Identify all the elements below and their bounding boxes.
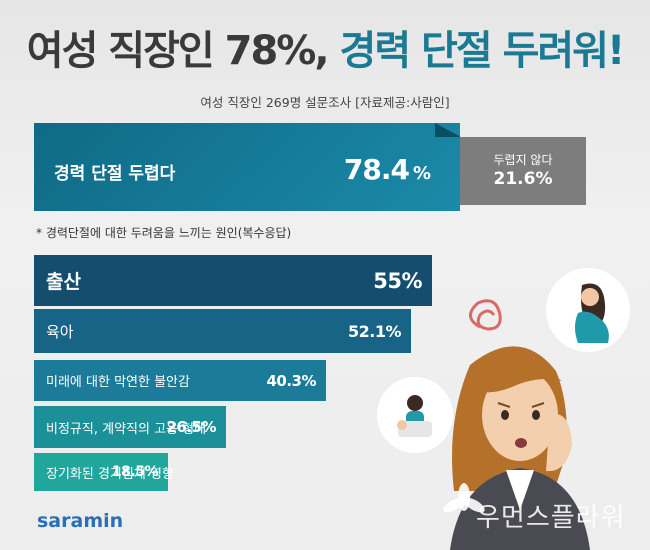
- worried-woman-illustration: [377, 268, 630, 550]
- fear-bar: 경력 단절 두렵다 78.4%: [34, 123, 460, 211]
- no-fear-box: 두렵지 않다 21.6%: [460, 137, 586, 205]
- watermark: 우먼스플라워: [476, 503, 626, 533]
- subtitle: 여성 직장인 269명 설문조사 [자료제공:사람인]: [200, 95, 450, 110]
- reason-value: 52.1%: [347, 321, 402, 341]
- reason-label: 육아: [46, 322, 74, 341]
- pregnant-woman-icon: [575, 283, 609, 343]
- fear-value-pct: %: [412, 163, 431, 184]
- saramin-logo: saramin: [37, 510, 124, 532]
- reason-label: 비정규직, 계약직의 고용 형태: [46, 421, 207, 437]
- flower-icon: [443, 483, 485, 513]
- reason-bar: 미래에 대한 막연한 불안감 40.3%: [34, 360, 326, 401]
- reason-value: 40.3%: [266, 371, 316, 390]
- reason-bar: 출산 55%: [34, 255, 432, 306]
- reason-value: 26.5%: [166, 418, 216, 436]
- reason-title: * 경력단절에 대한 두려움을 느끼는 원인(복수응답): [36, 226, 292, 240]
- reason-bar: 장기화된 경기침체 영향 18.5%: [34, 453, 174, 491]
- reason-value: 18.5%: [111, 464, 159, 480]
- reason-bar: 비정규직, 계약직의 고용 형태 26.5%: [34, 406, 226, 448]
- no-fear-value: 21.6%: [493, 169, 553, 189]
- stress-squiggle-icon: [469, 299, 502, 331]
- worried-woman-icon: [450, 346, 590, 550]
- fear-value: 78.4%: [343, 153, 431, 186]
- reason-label: 장기화된 경기침체 영향: [46, 466, 174, 482]
- reason-value: 55%: [373, 268, 422, 293]
- fear-label: 경력 단절 두렵다: [54, 164, 176, 184]
- title-main: 여성 직장인 78%,: [26, 28, 330, 74]
- mother-child-icon: [397, 395, 432, 437]
- page-title: 여성 직장인 78%, 경력 단절 두려워!: [0, 18, 650, 76]
- reason-label: 출산: [46, 271, 81, 293]
- reason-bar: 육아 52.1%: [34, 309, 411, 353]
- no-fear-label: 두렵지 않다: [493, 153, 553, 167]
- title-highlight: 경력 단절 두려워!: [339, 28, 626, 74]
- fear-value-number: 78.4: [343, 153, 410, 186]
- reason-label: 미래에 대한 막연한 불안감: [46, 375, 190, 390]
